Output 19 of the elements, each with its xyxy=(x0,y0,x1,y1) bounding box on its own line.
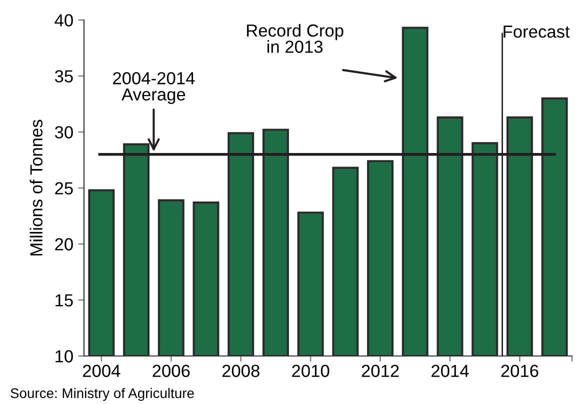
ref-line-label: 2004-2014 Average xyxy=(113,72,195,104)
x-tick-label: 2004 xyxy=(82,364,120,378)
x-tick-label: 2012 xyxy=(362,364,399,378)
annotation: Record Crop in 2013 xyxy=(247,24,344,53)
source-note: Source: Ministry of Agriculture xyxy=(10,388,194,401)
y-tick-label: 20 xyxy=(55,238,73,250)
y-axis-title: Millions of Tonnes xyxy=(30,120,43,256)
x-tick-label: 2014 xyxy=(432,364,469,378)
x-tick-label: 2010 xyxy=(292,364,330,378)
y-tick-label: 15 xyxy=(56,294,73,306)
x-tick-label: 2006 xyxy=(152,364,190,378)
y-tick-label: 40 xyxy=(54,14,73,26)
y-tick-label: 25 xyxy=(55,182,73,194)
y-tick-label: 35 xyxy=(54,70,73,82)
x-tick-label: 2016 xyxy=(501,364,538,378)
x-tick-label: 2008 xyxy=(222,364,260,378)
y-tick-label: 30 xyxy=(54,126,73,138)
y-tick-label: 10 xyxy=(56,350,73,362)
ref-line-label: Forecast xyxy=(504,26,570,38)
